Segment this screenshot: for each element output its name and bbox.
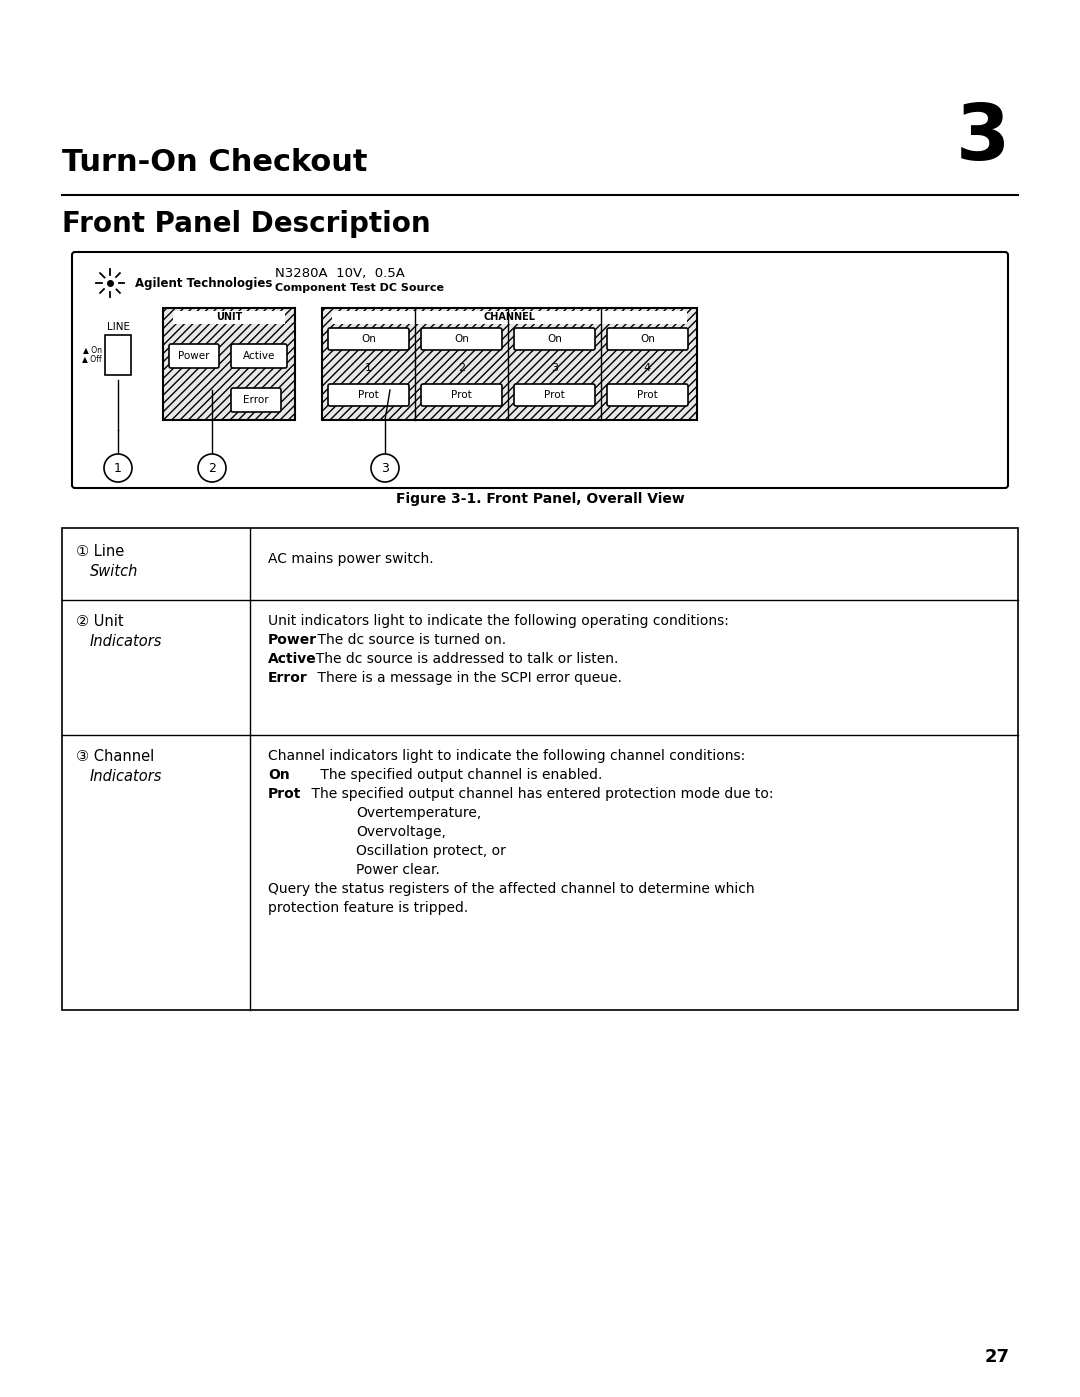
- Text: ③ Channel: ③ Channel: [76, 749, 154, 764]
- Bar: [105, 335, 131, 374]
- Text: Overtemperature,: Overtemperature,: [356, 806, 482, 820]
- Text: Indicators: Indicators: [90, 768, 162, 784]
- Text: On: On: [361, 334, 376, 344]
- Text: The dc source is addressed to talk or listen.: The dc source is addressed to talk or li…: [307, 652, 619, 666]
- Text: On: On: [548, 334, 562, 344]
- Text: Power clear.: Power clear.: [356, 863, 440, 877]
- Text: UNIT: UNIT: [216, 312, 242, 321]
- Bar: [173, 312, 285, 324]
- Text: LINE: LINE: [107, 321, 130, 332]
- Text: Overvoltage,: Overvoltage,: [356, 826, 446, 840]
- Text: ② Unit: ② Unit: [76, 615, 123, 629]
- Text: The specified output channel has entered protection mode due to:: The specified output channel has entered…: [294, 787, 773, 800]
- FancyBboxPatch shape: [231, 388, 281, 412]
- Text: Oscillation protect, or: Oscillation protect, or: [356, 844, 505, 858]
- FancyBboxPatch shape: [328, 328, 409, 351]
- Text: Turn-On Checkout: Turn-On Checkout: [62, 148, 367, 177]
- Text: The specified output channel is enabled.: The specified output channel is enabled.: [281, 768, 603, 782]
- FancyBboxPatch shape: [328, 384, 409, 407]
- Bar: [62, 528, 1018, 1010]
- Text: Active: Active: [243, 351, 275, 360]
- Text: 1: 1: [114, 461, 122, 475]
- FancyBboxPatch shape: [607, 328, 688, 351]
- Circle shape: [198, 454, 226, 482]
- FancyBboxPatch shape: [514, 328, 595, 351]
- FancyBboxPatch shape: [421, 384, 502, 407]
- Text: AC mains power switch.: AC mains power switch.: [268, 552, 434, 566]
- Circle shape: [104, 454, 132, 482]
- Text: Prot: Prot: [544, 390, 565, 400]
- Text: 3: 3: [956, 101, 1010, 176]
- Text: Error: Error: [243, 395, 269, 405]
- Text: Component Test DC Source: Component Test DC Source: [275, 284, 444, 293]
- Bar: [322, 307, 697, 420]
- Text: Power: Power: [178, 351, 210, 360]
- Text: On: On: [268, 768, 289, 782]
- Text: Error: Error: [268, 671, 308, 685]
- Bar: [332, 312, 687, 324]
- Text: ▲ Off: ▲ Off: [82, 355, 102, 363]
- Text: protection feature is tripped.: protection feature is tripped.: [268, 901, 469, 915]
- Text: On: On: [640, 334, 654, 344]
- Text: 3: 3: [381, 461, 389, 475]
- FancyBboxPatch shape: [72, 251, 1008, 488]
- Text: ▲ On: ▲ On: [83, 345, 102, 355]
- Text: The dc source is turned on.: The dc source is turned on.: [300, 633, 507, 647]
- FancyBboxPatch shape: [168, 344, 219, 367]
- Text: 2: 2: [208, 461, 216, 475]
- Text: Front Panel Description: Front Panel Description: [62, 210, 431, 237]
- Text: Figure 3-1. Front Panel, Overall View: Figure 3-1. Front Panel, Overall View: [395, 492, 685, 506]
- FancyBboxPatch shape: [607, 384, 688, 407]
- Text: ① Line: ① Line: [76, 543, 124, 559]
- FancyBboxPatch shape: [421, 328, 502, 351]
- Text: Indicators: Indicators: [90, 634, 162, 650]
- Text: There is a message in the SCPI error queue.: There is a message in the SCPI error que…: [300, 671, 622, 685]
- Text: Switch: Switch: [90, 564, 138, 578]
- Text: On: On: [454, 334, 469, 344]
- Text: Prot: Prot: [359, 390, 379, 400]
- Text: Prot: Prot: [637, 390, 658, 400]
- Text: Query the status registers of the affected channel to determine which: Query the status registers of the affect…: [268, 882, 755, 895]
- Text: 3: 3: [551, 363, 558, 373]
- Text: Agilent Technologies: Agilent Technologies: [135, 277, 272, 289]
- Bar: [163, 307, 295, 420]
- Text: Unit indicators light to indicate the following operating conditions:: Unit indicators light to indicate the fo…: [268, 615, 729, 629]
- Text: 27: 27: [985, 1348, 1010, 1366]
- Text: Active: Active: [268, 652, 316, 666]
- Text: Power: Power: [268, 633, 318, 647]
- FancyBboxPatch shape: [514, 384, 595, 407]
- FancyBboxPatch shape: [231, 344, 287, 367]
- Text: Prot: Prot: [268, 787, 301, 800]
- Text: 2: 2: [458, 363, 465, 373]
- Text: Channel indicators light to indicate the following channel conditions:: Channel indicators light to indicate the…: [268, 749, 745, 763]
- Text: Prot: Prot: [451, 390, 472, 400]
- Text: N3280A  10V,  0.5A: N3280A 10V, 0.5A: [275, 267, 405, 279]
- Text: 4: 4: [644, 363, 651, 373]
- Circle shape: [372, 454, 399, 482]
- Text: 1: 1: [365, 363, 372, 373]
- Text: CHANNEL: CHANNEL: [483, 312, 535, 321]
